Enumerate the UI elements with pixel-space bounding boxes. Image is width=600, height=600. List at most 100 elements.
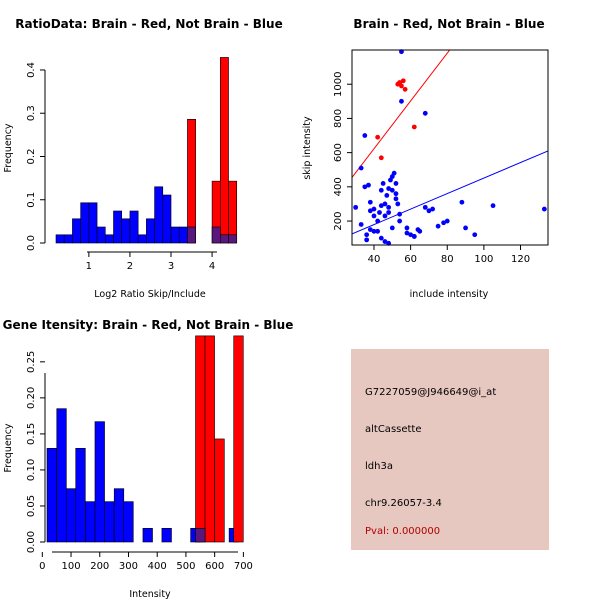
not-brain-bar <box>146 218 155 244</box>
not-brain-point <box>389 187 395 193</box>
intensity-scatter: Brain - Red, Not Brain - Blue 40 60 80 100 1… <box>302 17 549 300</box>
not-brain-bar <box>113 210 123 244</box>
not-brain-point <box>404 230 410 236</box>
not-brain-point <box>490 203 496 209</box>
x-tick-label: 40 <box>368 254 381 265</box>
not-brain-point <box>389 225 395 231</box>
not-brain-point <box>397 211 403 217</box>
not-brain-bar <box>170 226 180 244</box>
scatter-points <box>353 49 547 246</box>
x-tick-label: 0 <box>39 561 45 572</box>
ratio-x-label: Log2 Ratio Skip/Include <box>94 289 206 300</box>
not-brain-point <box>393 191 399 197</box>
not-brain-bar <box>72 218 81 244</box>
info-panel: G7227059@J946649@i_at altCassette ldh3a … <box>351 349 549 550</box>
not-brain-point <box>358 165 364 171</box>
not-brain-bar <box>162 194 172 244</box>
scatter-ticks: 40 60 80 100 120 200 400 600 800 1000 <box>333 71 530 265</box>
y-tick-label: 0.25 <box>26 351 37 373</box>
y-tick-label: 0.1 <box>26 192 37 208</box>
not-brain-point <box>444 218 450 224</box>
not-brain-point <box>422 110 428 116</box>
not-brain-bar <box>75 448 86 543</box>
not-brain-bar <box>178 226 188 244</box>
not-brain-point <box>362 184 368 190</box>
not-brain-point <box>384 192 390 198</box>
not-brain-point <box>422 204 428 210</box>
not-brain-point <box>371 228 377 234</box>
not-brain-bar <box>56 408 67 543</box>
brain-bar <box>233 335 244 543</box>
ratio-y-label: Frequency <box>3 123 14 172</box>
brain-point <box>395 81 401 87</box>
not-brain-point <box>377 210 382 215</box>
not-brain-point <box>430 206 435 212</box>
genomic-location: chr9.26057-3.4 <box>365 498 442 509</box>
y-tick-label: 600 <box>333 143 344 162</box>
not-brain-point <box>459 199 465 205</box>
brain-point <box>402 86 408 92</box>
brain-bar <box>228 180 238 244</box>
pval: Pval: 0.000000 <box>365 526 441 537</box>
not-brain-bar <box>123 501 134 543</box>
not-brain-point <box>371 206 377 212</box>
overlap-bar <box>195 528 206 543</box>
x-tick-label: 700 <box>234 561 253 572</box>
ratio-histogram: RatioData: Brain - Red, Not Brain - Blue… <box>3 17 283 300</box>
gene-x-label: Intensity <box>129 589 171 600</box>
not-brain-point <box>435 223 441 229</box>
x-tick-label: 80 <box>441 254 454 265</box>
brain-point <box>411 124 417 130</box>
not-brain-bar <box>96 226 106 244</box>
scatter-title: Brain - Red, Not Brain - Blue <box>353 17 544 31</box>
brain-bar <box>195 335 206 543</box>
not-brain-point <box>378 187 384 193</box>
y-tick-label: 0.10 <box>26 459 37 481</box>
not-brain-bar <box>88 202 98 244</box>
not-brain-point <box>408 232 414 238</box>
not-brain-point <box>353 204 359 210</box>
y-tick-label: 400 <box>333 177 344 196</box>
not-brain-point <box>382 201 388 207</box>
not-brain-bar <box>85 501 96 543</box>
y-tick-label: 1000 <box>333 71 344 96</box>
x-tick-label: 500 <box>176 561 195 572</box>
brain-point <box>400 78 406 84</box>
brain-point <box>375 134 381 140</box>
not-brain-point <box>380 181 386 186</box>
event-type: altCassette <box>365 424 422 435</box>
not-brain-point <box>367 227 373 233</box>
not-brain-point <box>366 182 371 188</box>
brain-bar <box>220 57 229 244</box>
not-brain-point <box>393 196 399 202</box>
not-brain-point <box>399 49 404 55</box>
not-brain-point <box>541 206 547 212</box>
scatter-frame <box>351 49 549 246</box>
not-brain-point <box>382 213 388 219</box>
brain-bar <box>204 335 215 543</box>
not-brain-point <box>441 220 446 226</box>
not-brain-point <box>367 199 373 205</box>
not-brain-bar <box>80 202 90 244</box>
not-brain-bar <box>121 218 131 244</box>
gene-intensity-histogram: Gene Itensity: Brain - Red, Not Brain - … <box>3 318 294 600</box>
not-brain-bar <box>94 421 105 543</box>
x-tick-label: 400 <box>148 561 167 572</box>
not-brain-point <box>386 186 392 191</box>
not-brain-bar <box>142 528 153 543</box>
y-tick-label: 0.2 <box>26 149 37 165</box>
x-tick-label: 300 <box>119 561 138 572</box>
gene-bars <box>46 335 244 543</box>
not-brain-point <box>375 228 381 234</box>
y-tick-label: 800 <box>333 109 344 128</box>
not-brain-point <box>375 218 381 224</box>
not-brain-point <box>399 98 404 104</box>
brain-point <box>378 155 384 161</box>
not-brain-point <box>364 232 370 238</box>
fit-lines <box>352 50 548 235</box>
y-tick-label: 0.05 <box>26 495 37 517</box>
not-brain-point <box>472 232 478 238</box>
scatter-x-label: include intensity <box>410 289 489 300</box>
x-tick-label: 100 <box>474 254 493 265</box>
not-brain-point <box>362 133 368 138</box>
